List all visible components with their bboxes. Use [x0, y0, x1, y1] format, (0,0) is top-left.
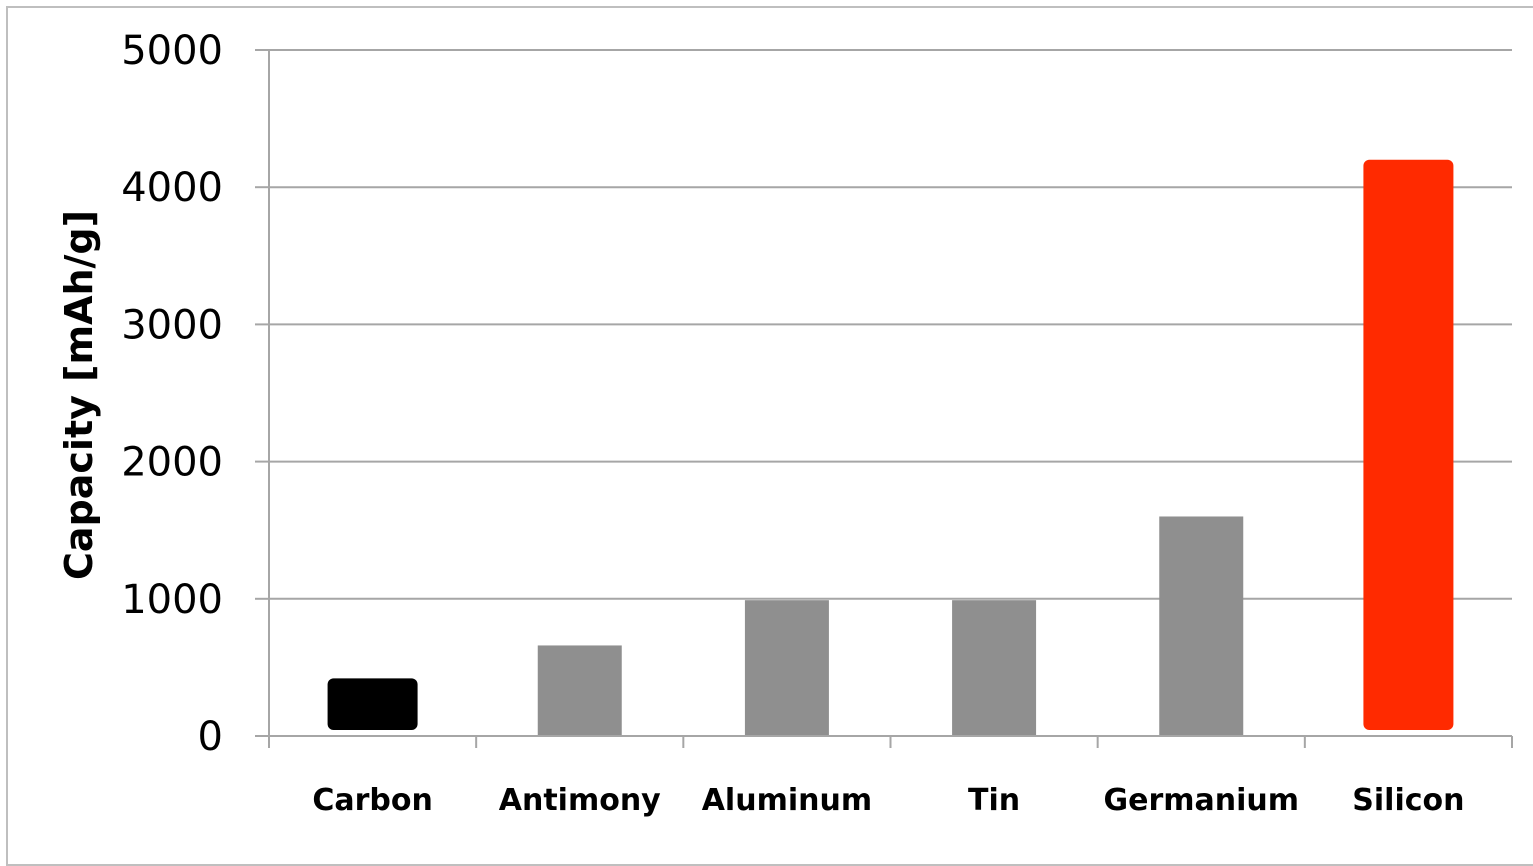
y-tick-label-5000: 5000	[121, 28, 223, 74]
bar-silicon	[1363, 159, 1454, 730]
x-category-label-silicon: Silicon	[1352, 783, 1464, 818]
bar-aluminum	[744, 600, 829, 736]
y-tick-label-0: 0	[198, 714, 223, 760]
x-category-label-tin: Tin	[968, 783, 1020, 818]
bar-germanium	[1159, 516, 1244, 736]
x-category-label-aluminum: Aluminum	[702, 783, 872, 818]
y-tick-label-4000: 4000	[121, 165, 223, 211]
bar-tin	[952, 600, 1037, 736]
x-category-label-carbon: Carbon	[312, 783, 433, 818]
x-category-label-germanium: Germanium	[1103, 783, 1299, 818]
y-tick-label-1000: 1000	[121, 577, 223, 623]
bar-carbon	[327, 678, 418, 730]
bar-chart: 0 1000 2000 3000 4000 5000 Carbon Antimony Alumi…	[57, 28, 1513, 818]
axes	[255, 49, 1513, 748]
y-tick-label-3000: 3000	[121, 302, 223, 348]
labels: 0 1000 2000 3000 4000 5000 Carbon Antimony Alumi…	[121, 28, 1464, 818]
x-category-label-antimony: Antimony	[499, 783, 661, 818]
y-tick-label-2000: 2000	[121, 440, 223, 486]
y-axis-title: Capacity [mAh/g]	[57, 210, 101, 580]
bar-antimony	[537, 645, 622, 736]
gridlines	[269, 49, 1512, 600]
bars	[327, 159, 1454, 736]
